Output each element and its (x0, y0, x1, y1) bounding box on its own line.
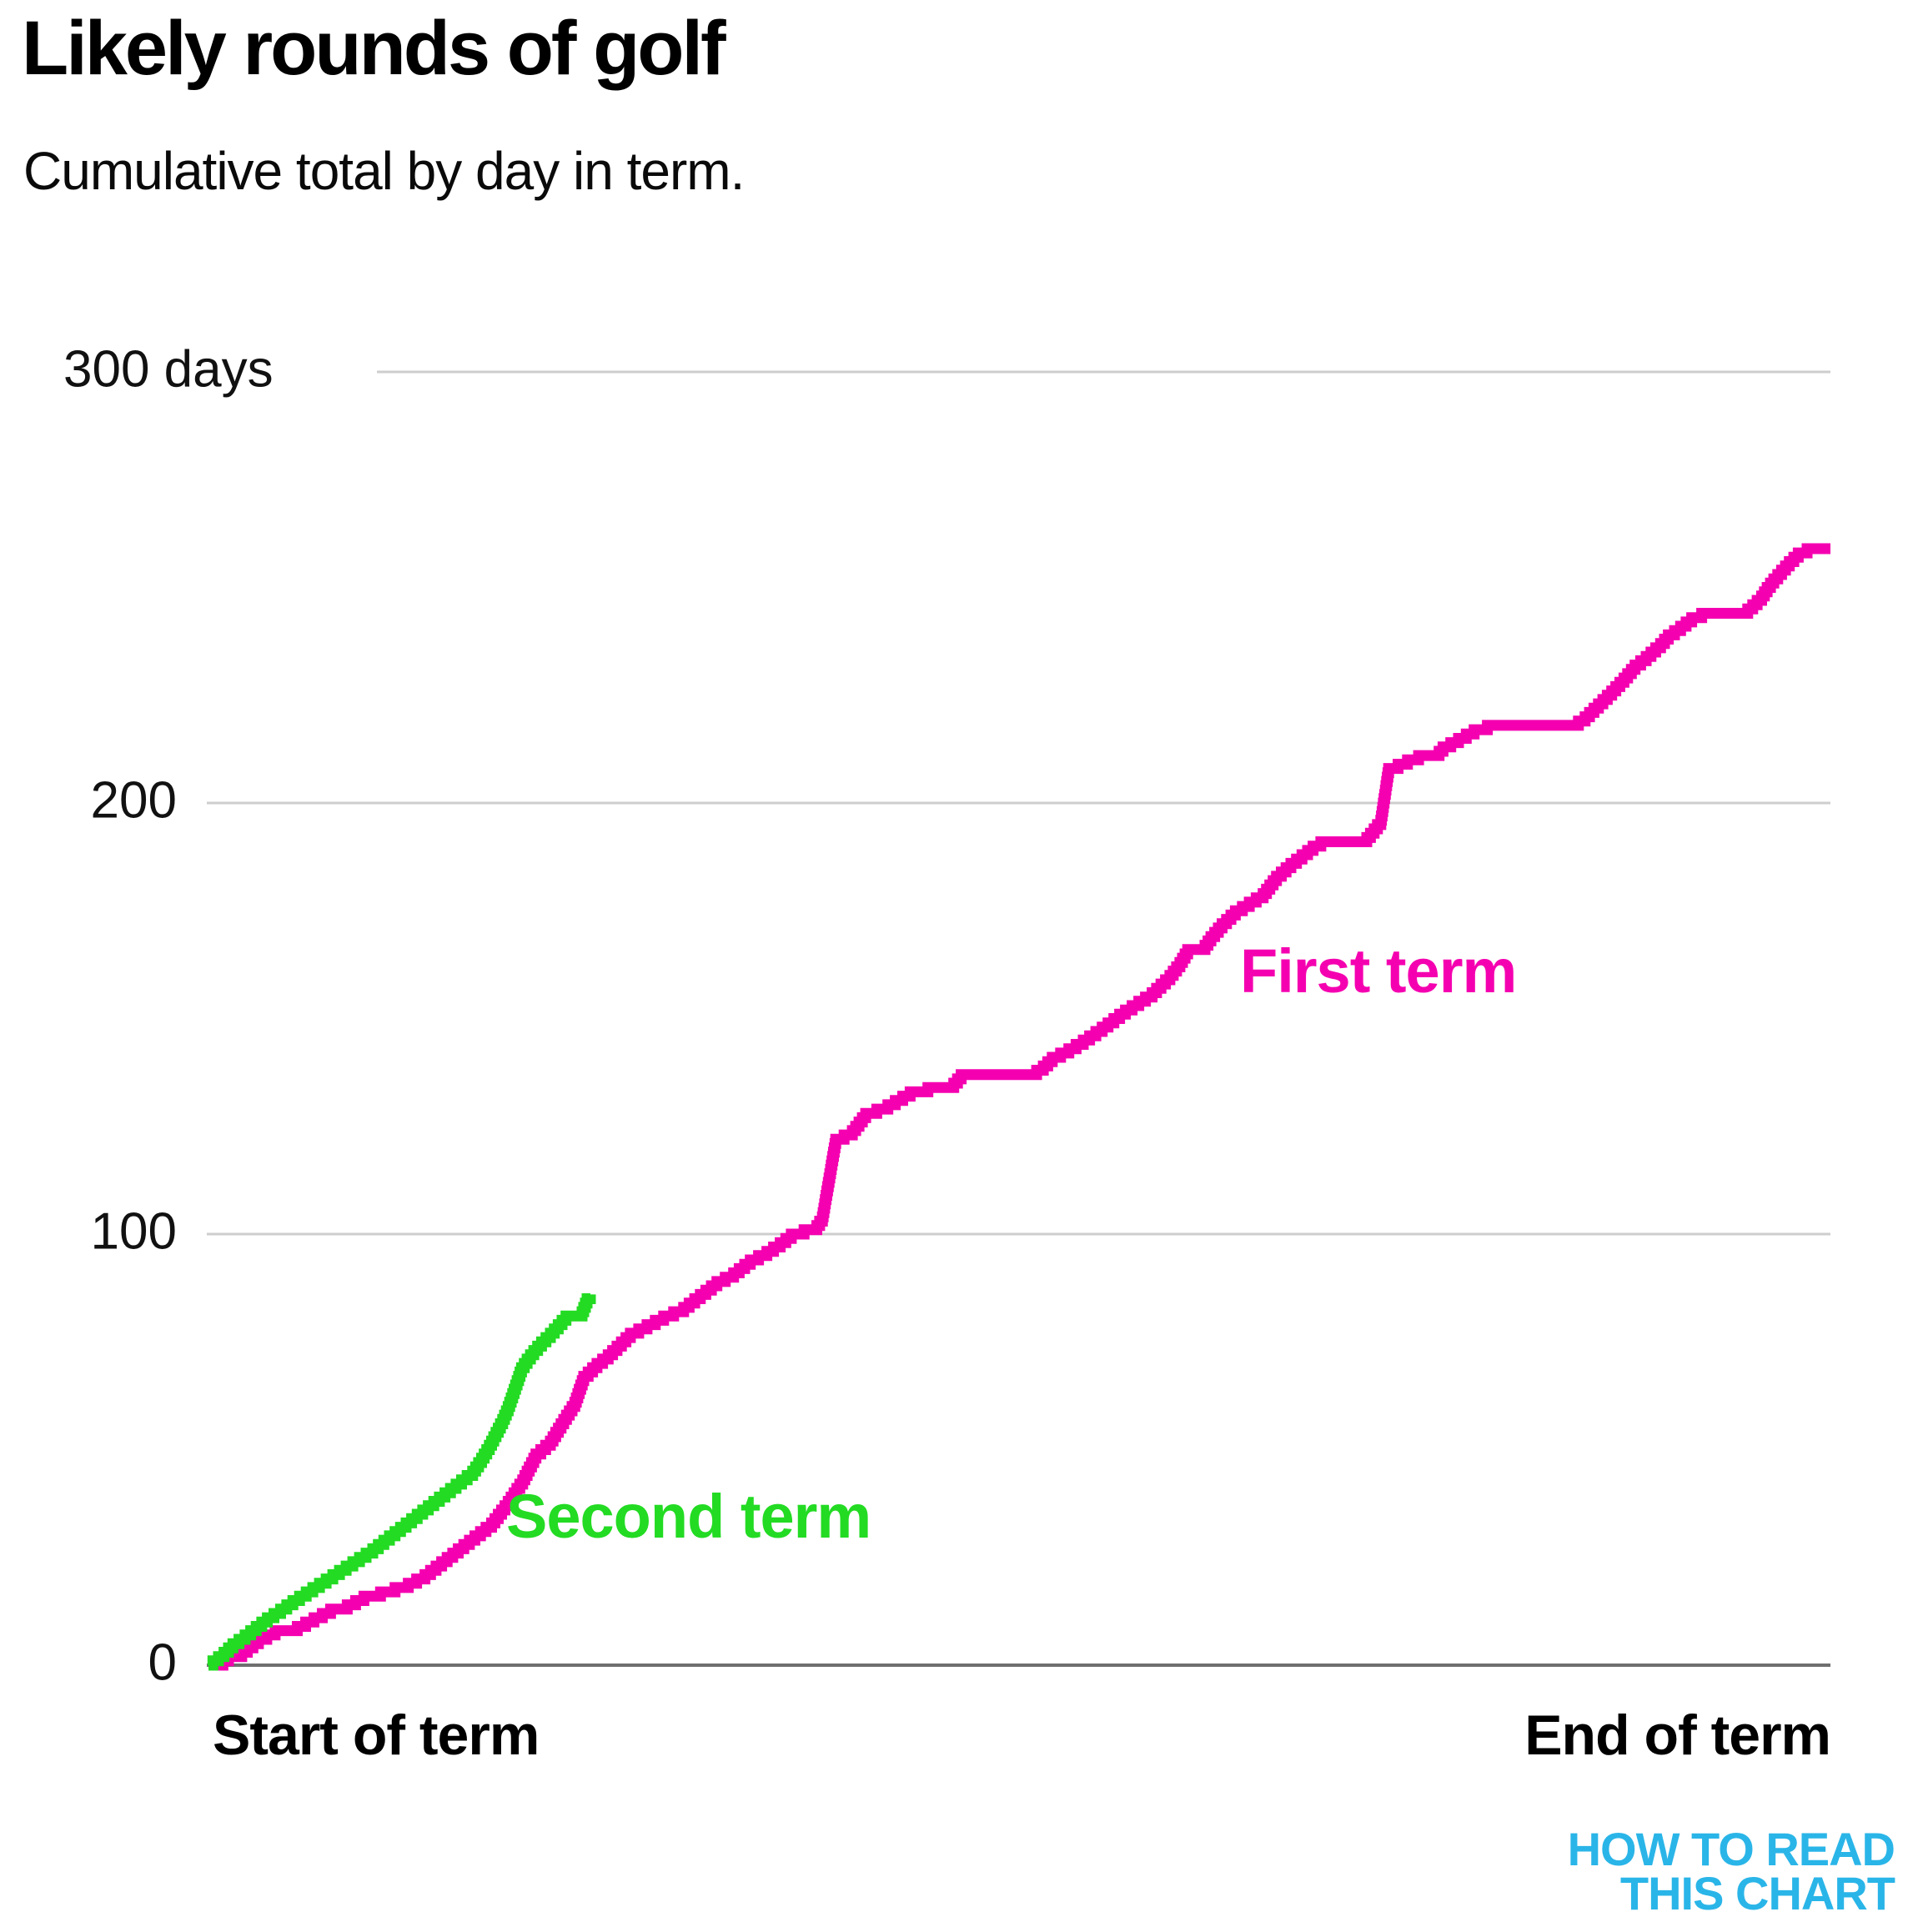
x-axis-label-start: Start of term (213, 1704, 540, 1767)
y-tick-label-200: 200 (90, 771, 177, 830)
x-axis-label-end: End of term (1524, 1704, 1831, 1767)
logo-line-1: HOW TO READ (1567, 1823, 1895, 1875)
series-line-first-term (208, 543, 1830, 1671)
series-label-second-term: Second term (506, 1482, 871, 1551)
y-tick-label-0: 0 (148, 1633, 177, 1692)
logo-line-2: THIS CHART (1619, 1866, 1895, 1919)
chart-subtitle: Cumulative total by day in term. (23, 141, 745, 201)
series-line-second-term (207, 1293, 596, 1671)
y-tick-label-100: 100 (90, 1202, 177, 1261)
chart-title: Likely rounds of golf (22, 6, 726, 91)
how-to-read-this-chart-logo: HOW TO READ THIS CHART (1567, 1823, 1895, 1919)
series-label-first-term: First term (1240, 936, 1517, 1006)
y-tick-label-300: 300 days (63, 340, 274, 399)
